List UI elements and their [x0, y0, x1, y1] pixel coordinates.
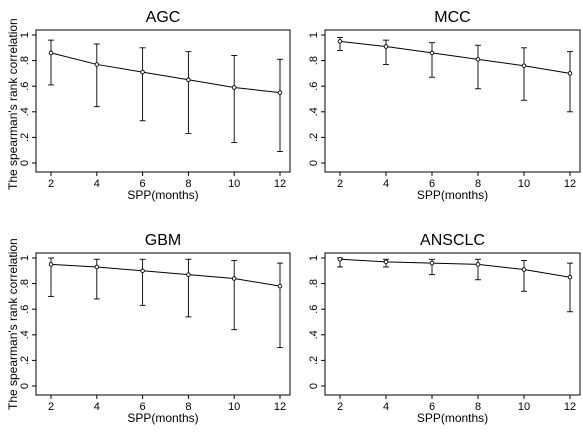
x-tick-label: 12	[274, 178, 286, 190]
y-tick-label: .4	[308, 107, 320, 116]
data-point	[383, 259, 389, 265]
y-tick-label: 0	[19, 160, 31, 166]
data-point	[337, 39, 343, 44]
x-tick-label: 8	[185, 178, 191, 190]
y-tick-label: .4	[19, 330, 31, 339]
y-tick-label: 1	[19, 32, 31, 38]
x-tick-label: 10	[228, 178, 240, 190]
y-tick-label: .6	[19, 82, 31, 91]
x-tick-label: 10	[518, 178, 530, 190]
series-line	[50, 263, 281, 287]
x-tick-label: 4	[94, 178, 100, 190]
y-axis-label-top: The spearman's rank correlation	[6, 18, 20, 190]
series-line	[50, 52, 281, 94]
x-axis-label: SPP(months)	[417, 188, 488, 202]
y-tick-label: .2	[19, 133, 31, 142]
y-tick-label: .2	[19, 356, 31, 365]
data-point	[567, 274, 573, 280]
data-point	[231, 85, 237, 90]
data-point	[383, 44, 389, 49]
x-tick-label: 4	[383, 401, 389, 413]
data-point	[94, 264, 100, 270]
x-tick-label: 4	[383, 178, 389, 190]
y-tick-label: 1	[19, 255, 31, 261]
y-tick-label: .4	[308, 330, 320, 339]
x-tick-label: 6	[140, 178, 146, 190]
x-tick-label: 2	[48, 401, 54, 413]
data-point	[277, 90, 283, 95]
data-point	[48, 50, 54, 56]
x-tick-label: 12	[564, 178, 576, 190]
y-tick-label: .6	[308, 82, 320, 91]
y-tick-label: 1	[308, 255, 320, 261]
x-tick-label: 6	[429, 401, 435, 413]
y-tick-label: .8	[19, 56, 31, 65]
plot-frame	[35, 252, 291, 396]
data-point	[521, 63, 527, 68]
x-tick-label: 8	[475, 178, 481, 190]
x-axis-label: SPP(months)	[127, 411, 198, 425]
y-tick-label: 1	[308, 32, 320, 38]
y-tick-label: .2	[308, 356, 320, 365]
x-tick-label: 4	[94, 401, 100, 413]
data-point	[140, 69, 145, 75]
y-tick-label: .8	[308, 279, 320, 288]
x-tick-label: 12	[564, 401, 576, 413]
plot-frame	[324, 252, 581, 396]
data-point	[521, 267, 527, 272]
x-tick-label: 10	[228, 401, 240, 413]
y-tick-label: .8	[308, 56, 320, 65]
x-tick-label: 12	[274, 401, 286, 413]
plot-frame	[324, 29, 581, 173]
data-point	[429, 260, 435, 266]
data-point	[48, 262, 54, 267]
x-tick-label: 8	[185, 401, 191, 413]
data-point	[567, 71, 573, 76]
data-point	[429, 50, 435, 56]
x-tick-label: 2	[337, 178, 343, 190]
x-tick-label: 6	[140, 401, 146, 413]
data-point	[475, 262, 481, 267]
plot-frame	[35, 29, 291, 173]
y-axis-label-bottom: The spearman's rank correlation	[6, 238, 20, 410]
series-line	[339, 258, 571, 278]
x-tick-label: 2	[337, 401, 343, 413]
x-axis-label: SPP(months)	[127, 188, 198, 202]
chart-title: MCC	[434, 9, 470, 26]
x-tick-label: 6	[429, 178, 435, 190]
y-tick-label: .8	[19, 279, 31, 288]
y-tick-label: 0	[308, 383, 320, 389]
y-tick-label: 0	[19, 383, 31, 389]
data-point	[277, 283, 283, 289]
data-point	[94, 62, 100, 67]
series-line	[339, 40, 571, 74]
y-tick-label: .2	[308, 133, 320, 142]
chart-title: ANSCLC	[420, 232, 485, 249]
x-tick-label: 8	[475, 401, 481, 413]
x-axis-label: SPP(months)	[417, 411, 488, 425]
data-point	[140, 268, 145, 274]
x-tick-label: 2	[48, 178, 54, 190]
chart-title: AGC	[146, 9, 181, 26]
chart-title: GBM	[145, 232, 181, 249]
data-point	[186, 77, 191, 83]
data-point	[186, 272, 191, 277]
data-point	[231, 276, 237, 281]
y-tick-label: .4	[19, 107, 31, 116]
x-tick-label: 10	[518, 401, 530, 413]
y-tick-label: 0	[308, 160, 320, 166]
y-tick-label: .6	[19, 305, 31, 314]
y-tick-label: .6	[308, 305, 320, 314]
data-point	[337, 257, 343, 262]
data-point	[475, 57, 481, 62]
